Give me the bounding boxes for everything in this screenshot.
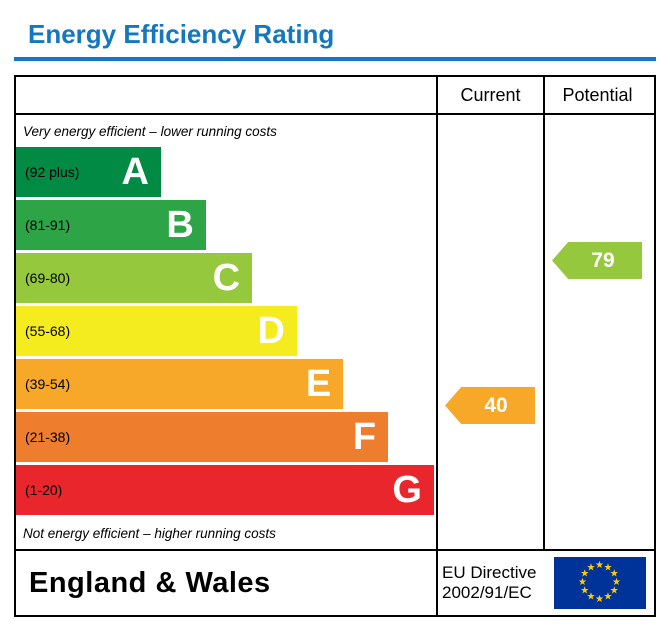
band-e-letter: E <box>305 363 332 405</box>
band-g: (1-20) G <box>16 465 434 515</box>
band-b: (81-91) B <box>16 200 206 250</box>
potential-rating-arrow: 79 <box>552 242 642 279</box>
header-spacer <box>16 77 436 113</box>
page-title: Energy Efficiency Rating <box>28 19 335 49</box>
potential-column: 79 <box>543 115 650 549</box>
eu-flag-star <box>585 562 597 574</box>
top-note: Very energy efficient – lower running co… <box>23 124 277 139</box>
band-b-range: (81-91) <box>25 217 71 233</box>
table-footer-row: England & Wales EU Directive 2002/91/EC <box>16 549 654 615</box>
band-f-letter: F <box>352 416 377 458</box>
band-c-letter: C <box>212 257 241 299</box>
eu-directive-label: EU Directive 2002/91/EC <box>436 551 545 615</box>
band-e-range: (39-54) <box>25 376 71 392</box>
band-f: (21-38) F <box>16 412 389 462</box>
eu-flag-icon <box>553 557 646 609</box>
potential-rating-value: 79 <box>591 248 615 272</box>
band-a: (92 plus) A <box>16 147 161 197</box>
band-e: (39-54) E <box>16 359 344 409</box>
table-header-row: Current Potential <box>16 77 654 115</box>
band-f-range: (21-38) <box>25 429 71 445</box>
eu-directive-line1: EU Directive <box>442 563 537 583</box>
band-g-letter: G <box>392 469 422 511</box>
band-b-letter: B <box>166 204 194 246</box>
band-d-letter: D <box>257 310 285 352</box>
rating-scale-column: Very energy efficient – lower running co… <box>16 115 436 549</box>
column-header-current: Current <box>436 77 543 113</box>
current-rating-arrow: 40 <box>445 387 535 424</box>
band-d-range: (55-68) <box>25 323 71 339</box>
band-a-range: (92 plus) <box>25 164 80 180</box>
band-d: (55-68) D <box>16 306 297 356</box>
current-rating-value: 40 <box>484 393 508 417</box>
rating-scale-body: Very energy efficient – lower running co… <box>16 115 654 549</box>
band-a-letter: A <box>121 151 149 193</box>
band-c: (69-80) C <box>16 253 253 303</box>
region-label: England & Wales <box>29 566 271 599</box>
rating-bands: (92 plus) A (81-91) B (69-80) C (55-68) … <box>16 147 436 518</box>
current-column: 40 <box>436 115 543 549</box>
title-underline <box>14 57 656 61</box>
column-header-potential: Potential <box>543 77 650 113</box>
band-c-range: (69-80) <box>25 270 71 286</box>
energy-rating-table: Current Potential Very energy efficient … <box>14 75 656 617</box>
eu-directive-line2: 2002/91/EC <box>442 583 532 602</box>
bottom-note: Not energy efficient – higher running co… <box>23 526 276 541</box>
band-g-range: (1-20) <box>25 482 63 498</box>
eu-flag-cell <box>545 551 654 615</box>
